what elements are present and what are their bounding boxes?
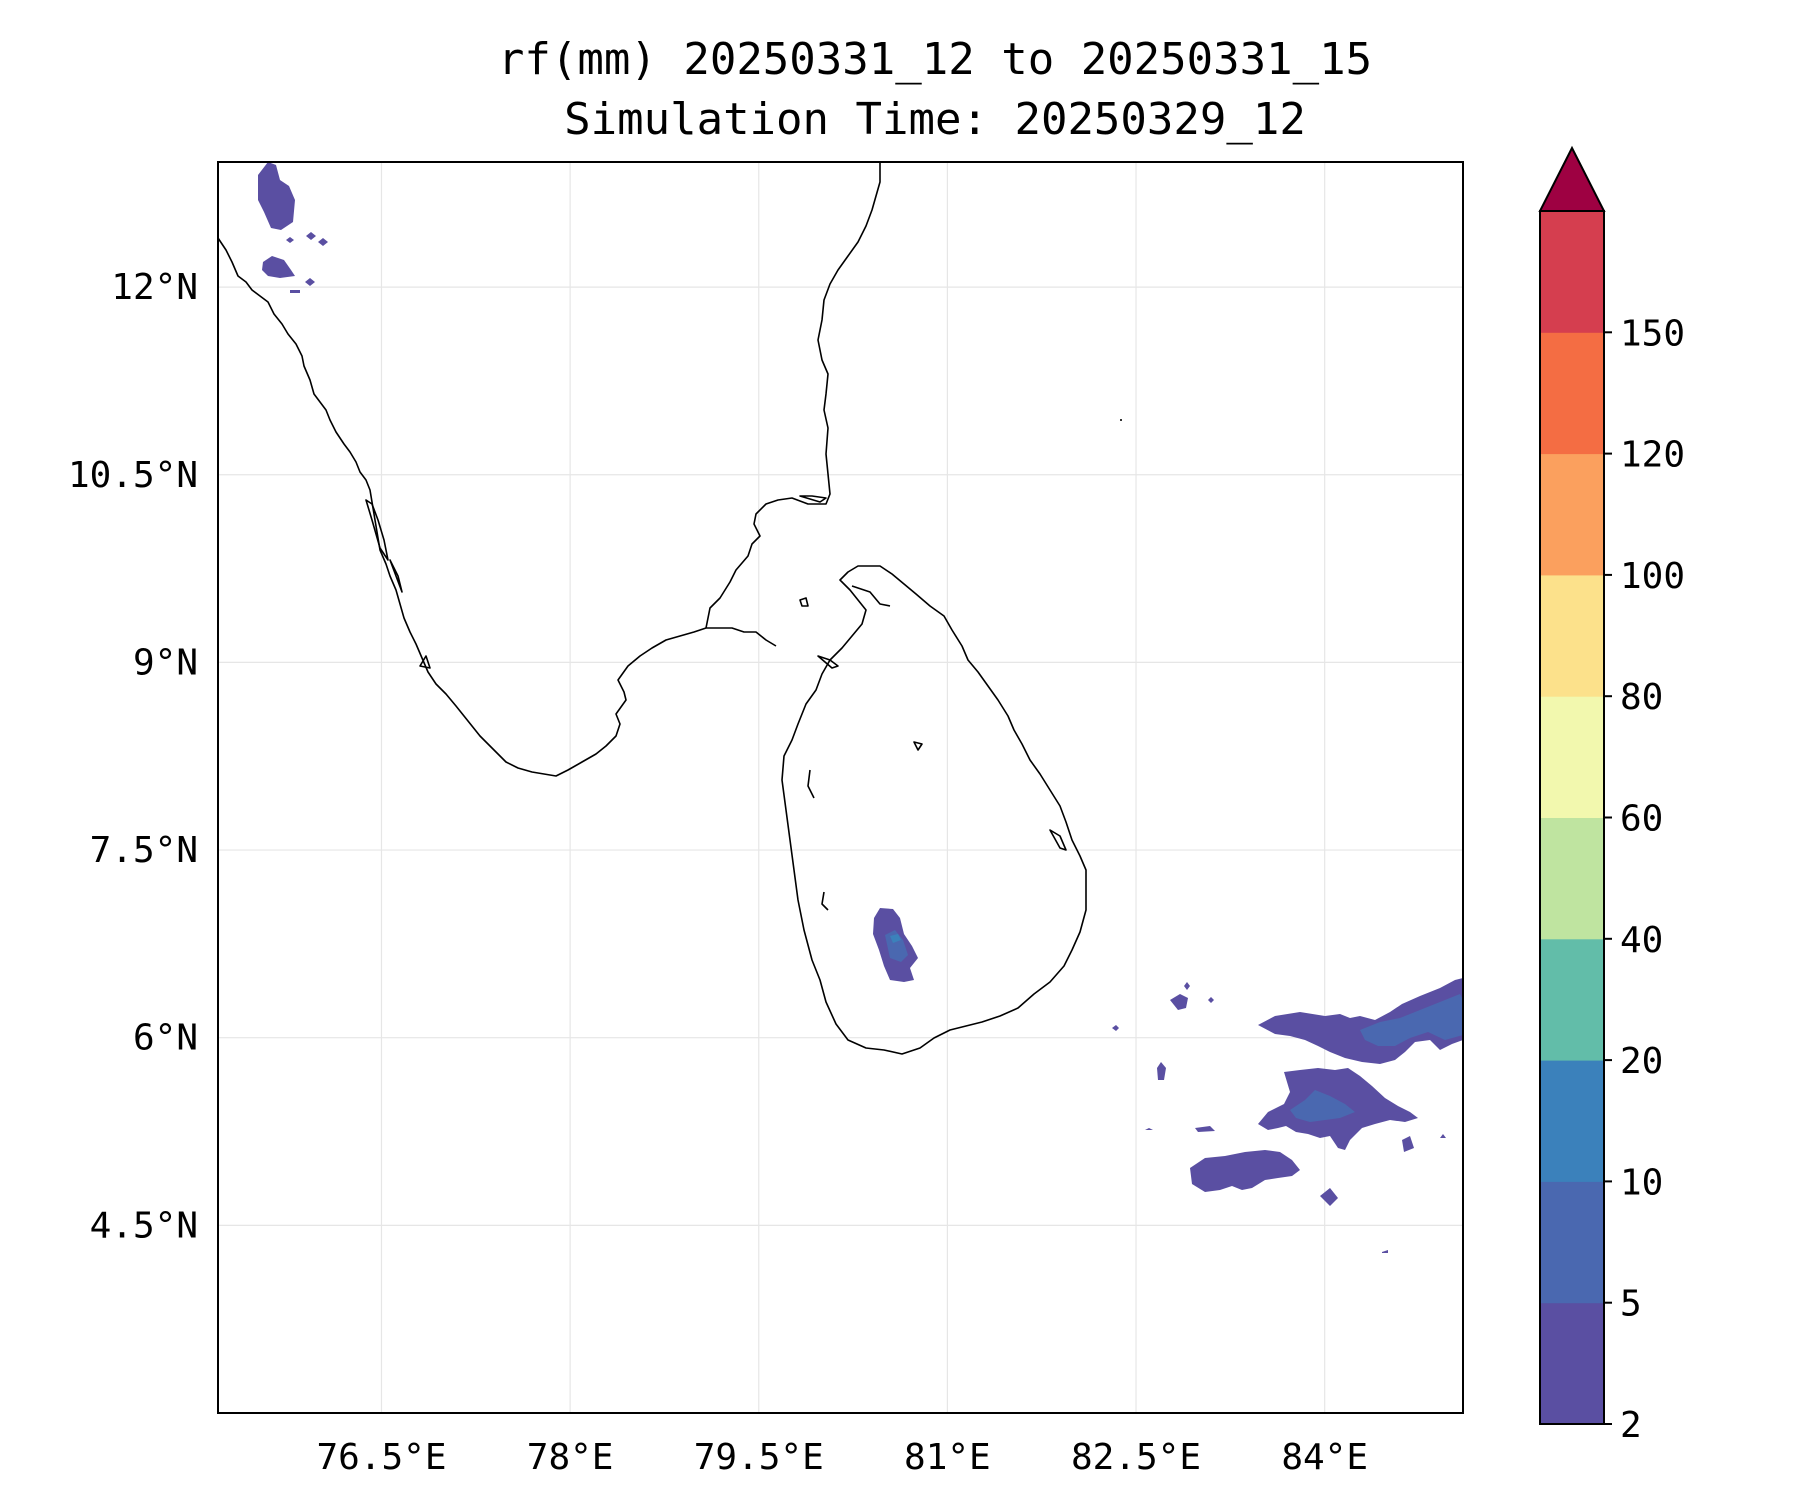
gridlines — [218, 162, 1463, 1413]
rain-area-isolated-cell-east-small — [1402, 1136, 1414, 1152]
coastline-kerala-backwater — [389, 559, 403, 593]
colorbar-segment — [1540, 574, 1604, 697]
y-tick-label: 4.5°N — [90, 1205, 198, 1246]
x-tick-label: 84°E — [1281, 1437, 1368, 1478]
colorbar-tick-label: 40 — [1620, 920, 1663, 961]
rain-speck — [286, 237, 294, 243]
colorbar-segment — [1540, 1060, 1604, 1182]
coastline-kerala-backwater — [365, 499, 389, 561]
coastlines — [218, 162, 1122, 1055]
y-axis-ticks: 12°N 10.5°N 9°N 7.5°N 6°N 4.5°N — [68, 267, 198, 1246]
map-content — [218, 162, 1463, 1253]
x-tick-label: 81°E — [904, 1437, 991, 1478]
colorbar-tick-label: 60 — [1620, 799, 1663, 840]
rain-area-southeast-ocean-band-middle-core — [1290, 1090, 1355, 1122]
rainfall-layer — [258, 162, 1463, 1253]
rain-area-southeast-ocean-band-lower — [1190, 1150, 1300, 1192]
rain-area-isolated-cell-west — [1195, 1126, 1215, 1132]
rain-area-southeast-ocean-band-upper-core — [1360, 994, 1463, 1046]
colorbar-tick-label: 120 — [1620, 435, 1685, 476]
colorbar-tick-label: 10 — [1620, 1162, 1663, 1203]
rain-area-isolated-cell-south — [1320, 1188, 1338, 1206]
y-tick-label: 7.5°N — [90, 830, 198, 871]
colorbar-segment — [1540, 1302, 1604, 1425]
y-tick-label: 12°N — [111, 267, 198, 308]
x-tick-label: 79.5°E — [694, 1437, 824, 1478]
coastline-sri-lanka — [781, 565, 1087, 1055]
x-tick-label: 82.5°E — [1071, 1437, 1201, 1478]
rain-area-southeast-ocean-band-upper — [1258, 978, 1463, 1064]
rain-speck — [1208, 997, 1214, 1003]
rain-speck — [1145, 1128, 1153, 1130]
coastline-sri-lanka-lagoon — [807, 769, 815, 799]
rain-speck — [290, 290, 300, 293]
rain-area-sri-lanka-peak — [890, 934, 901, 943]
colorbar: 2 5 10 20 40 60 80 100 120 150 — [1538, 145, 1685, 1446]
rain-area-isolated-cell-east — [1170, 994, 1188, 1010]
coastline-sri-lanka-lagoon — [821, 891, 829, 911]
y-tick-label: 6°N — [133, 1018, 198, 1059]
colorbar-segment — [1540, 453, 1604, 576]
rain-speck — [1112, 1025, 1119, 1031]
coastline-island — [1049, 829, 1067, 851]
rain-area-isolated-cell-northeast — [1184, 982, 1190, 990]
colorbar-segment — [1540, 696, 1604, 818]
map-frame — [217, 161, 1464, 1414]
colorbar-tick-label: 150 — [1620, 313, 1685, 354]
coastline-sri-lanka-north — [851, 585, 891, 607]
coastline-island — [817, 655, 839, 669]
rain-area-northwest-coast-cluster — [258, 162, 295, 230]
colorbar-segment — [1540, 817, 1604, 940]
y-tick-label: 9°N — [133, 642, 198, 683]
colorbar-tick-label: 2 — [1620, 1405, 1642, 1446]
colorbar-segment — [1540, 938, 1604, 1061]
colorbar-segment — [1540, 1181, 1604, 1304]
y-tick-label: 10.5°N — [68, 455, 198, 496]
colorbar-tick-label: 100 — [1620, 556, 1685, 597]
x-tick-label: 76.5°E — [316, 1437, 446, 1478]
rain-speck — [305, 278, 315, 286]
rain-area-isolated-cell-small — [1157, 1062, 1166, 1080]
colorbar-tick-label: 5 — [1620, 1284, 1642, 1325]
colorbar-tick-label: 80 — [1620, 677, 1663, 718]
map-title: rf(mm) 20250331_12 to 20250331_15 — [497, 34, 1373, 85]
coastline-kerala-backwater — [419, 655, 431, 669]
x-tick-label: 78°E — [527, 1437, 614, 1478]
x-axis-ticks: 76.5°E 78°E 79.5°E 81°E 82.5°E 84°E — [316, 1437, 1368, 1478]
coastline-island — [799, 495, 827, 503]
coastline-island — [799, 597, 809, 607]
colorbar-segment — [1540, 332, 1604, 455]
rain-speck — [1382, 1250, 1388, 1253]
rain-area-sri-lanka-core — [885, 930, 908, 962]
colorbar-extend-arrow — [1538, 145, 1606, 212]
coastline-india-east — [705, 162, 881, 629]
rain-speck — [306, 232, 316, 240]
coastline-india — [218, 237, 777, 777]
map-subtitle: Simulation Time: 20250329_12 — [564, 94, 1306, 145]
colorbar-tick-label: 20 — [1620, 1041, 1663, 1082]
rain-speck — [1440, 1134, 1446, 1138]
rain-area-northwest-small-cell — [262, 256, 295, 278]
rain-speck — [318, 238, 328, 246]
coastline-island — [913, 741, 923, 751]
colorbar-segment — [1540, 211, 1604, 333]
